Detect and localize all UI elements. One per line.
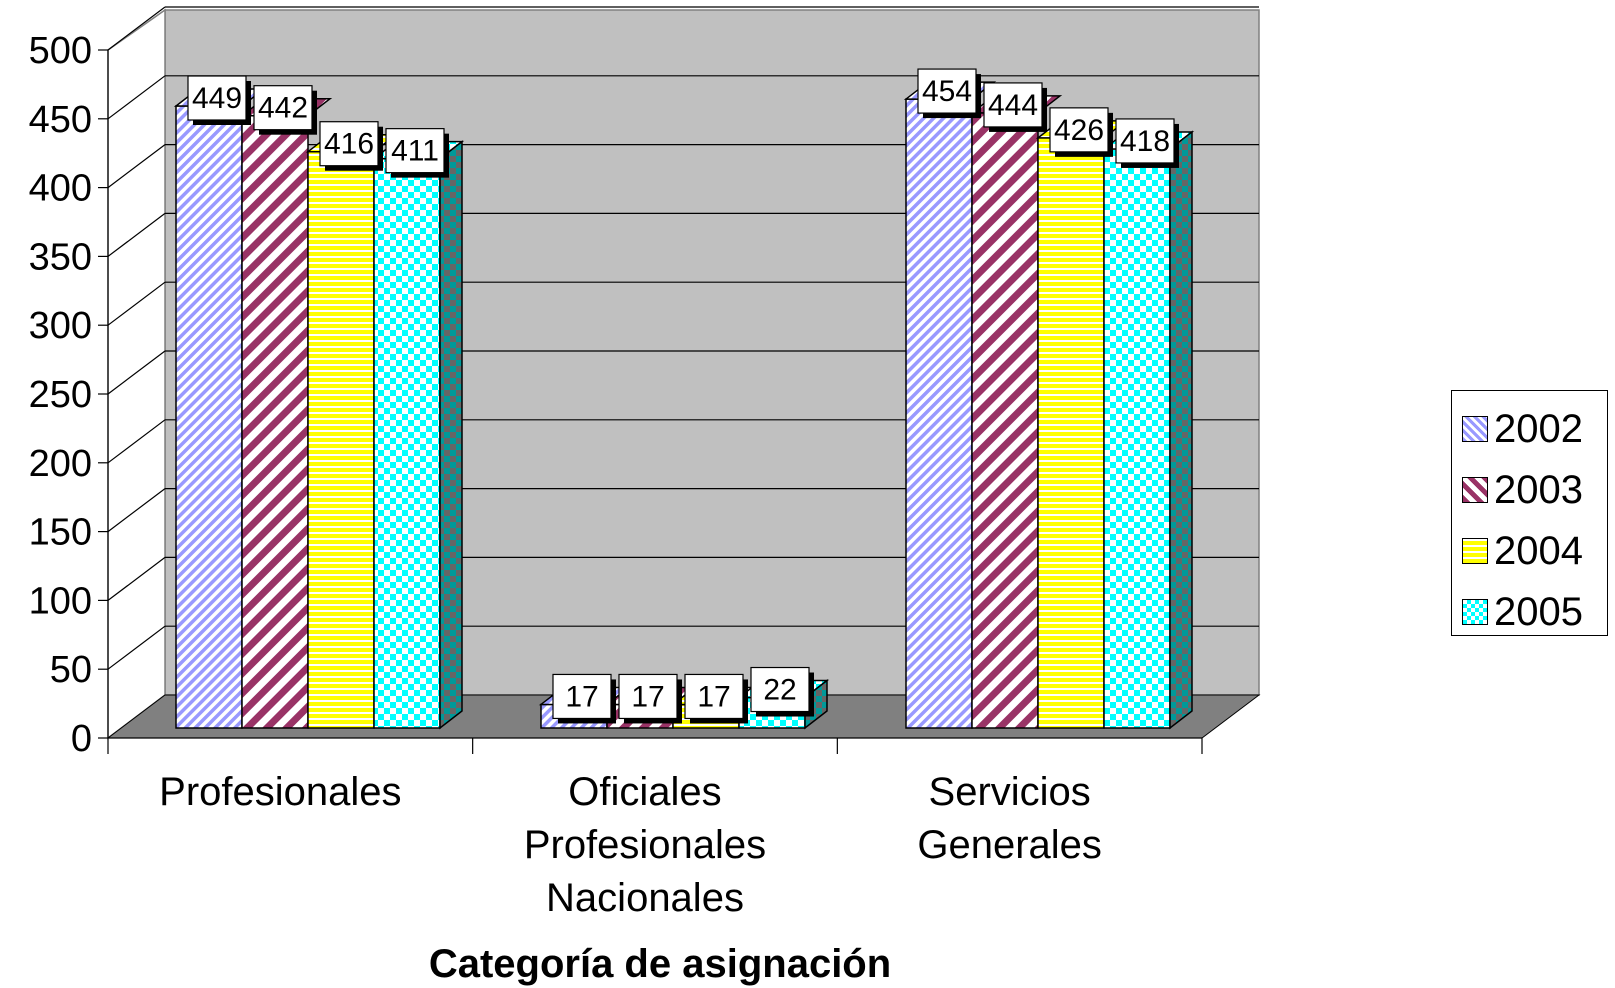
legend-item-2005: 2005 xyxy=(1462,587,1583,637)
data-label: 17 xyxy=(697,680,730,713)
bar-front xyxy=(241,114,309,729)
y-tick-label: 0 xyxy=(71,718,92,760)
legend-label: 2005 xyxy=(1494,590,1583,634)
data-label: 411 xyxy=(391,135,439,168)
bar-front xyxy=(1037,137,1105,729)
y-tick-label: 450 xyxy=(29,99,92,141)
bar-2003-2 xyxy=(969,95,1063,729)
bar-side xyxy=(439,140,463,730)
legend-label: 2002 xyxy=(1494,407,1583,451)
legend-swatch-2002 xyxy=(1462,416,1488,442)
legend-item-2002: 2002 xyxy=(1462,404,1583,454)
bar-2005-0 xyxy=(371,140,465,730)
x-tick-label: Profesionales xyxy=(159,770,401,814)
side-wall xyxy=(107,8,166,740)
bar-front xyxy=(971,112,1039,729)
data-label: 416 xyxy=(324,128,374,161)
gridline-side xyxy=(107,75,166,120)
gridline-side xyxy=(107,144,166,189)
data-label: 444 xyxy=(988,89,1038,122)
y-tick-label: 350 xyxy=(29,236,92,278)
data-label-box xyxy=(552,673,612,720)
legend: 2002 2003 2004 2005 xyxy=(1451,390,1608,636)
data-label-box xyxy=(319,121,379,167)
legend-item-2003: 2003 xyxy=(1462,465,1583,515)
bar-side xyxy=(1169,130,1193,730)
gridline-side xyxy=(107,6,166,51)
legend-label: 2003 xyxy=(1494,468,1583,512)
y-tick-label: 400 xyxy=(29,168,92,210)
data-label: 22 xyxy=(763,674,796,707)
x-tick-label: Profesionales xyxy=(524,823,766,867)
legend-swatch-2003 xyxy=(1462,477,1488,503)
bar-front xyxy=(905,98,973,729)
data-label-box xyxy=(187,75,247,121)
data-label-box xyxy=(1115,118,1175,164)
gridline-side xyxy=(107,556,166,601)
y-tick-label: 50 xyxy=(50,649,92,691)
gridline-side xyxy=(107,281,166,326)
data-label-box xyxy=(750,666,810,713)
data-label: 454 xyxy=(922,75,972,108)
x-tick-label: Oficiales xyxy=(568,770,721,814)
data-label: 418 xyxy=(1120,125,1170,158)
data-label: 17 xyxy=(631,680,664,713)
legend-swatch-2005 xyxy=(1462,599,1488,625)
data-label: 449 xyxy=(192,82,242,115)
y-tick-label: 100 xyxy=(29,580,92,622)
y-tick-label: 150 xyxy=(29,512,92,554)
data-label-box xyxy=(983,82,1043,128)
gridline-side xyxy=(107,212,166,257)
x-tick-label: Generales xyxy=(917,823,1102,867)
y-tick-label: 300 xyxy=(29,305,92,347)
data-label-box xyxy=(684,673,744,720)
y-tick-label: 500 xyxy=(29,30,92,72)
data-label-box xyxy=(253,85,313,131)
x-axis-title: Categoría de asignación xyxy=(428,942,892,986)
x-tick-label: Nacionales xyxy=(546,876,744,920)
y-tick-label: 250 xyxy=(29,374,92,416)
bar-2005-2 xyxy=(1101,130,1195,730)
legend-swatch-2004 xyxy=(1462,538,1488,564)
gridline-side xyxy=(107,488,166,533)
data-label: 17 xyxy=(565,680,598,713)
gridline-side xyxy=(107,625,166,670)
bar-front xyxy=(373,157,441,729)
legend-label: 2004 xyxy=(1494,529,1583,573)
bar-front xyxy=(175,105,243,729)
legend-item-2004: 2004 xyxy=(1462,526,1583,576)
y-tick-label: 200 xyxy=(29,443,92,485)
bar-front xyxy=(1103,148,1171,729)
data-label: 442 xyxy=(258,92,308,125)
x-tick-label: Servicios xyxy=(929,770,1091,814)
data-label-box xyxy=(385,128,445,174)
data-label-box xyxy=(917,68,977,114)
gridline-side xyxy=(107,350,166,395)
data-label: 426 xyxy=(1054,114,1104,147)
gridline-side xyxy=(107,419,166,464)
bar-front xyxy=(307,150,375,729)
data-label-box xyxy=(1049,107,1109,153)
bar-2003-0 xyxy=(239,97,333,729)
data-label-box xyxy=(618,673,678,720)
